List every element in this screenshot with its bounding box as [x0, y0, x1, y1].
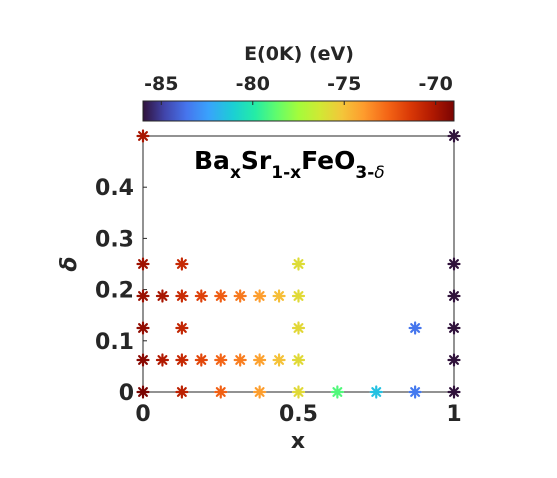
y-tick-label: 0 [119, 381, 134, 406]
colorbar-tick-label: -80 [236, 73, 270, 95]
data-point [330, 385, 344, 399]
data-point [408, 385, 422, 399]
data-point [291, 257, 306, 271]
y-tick-label: 0.1 [95, 330, 134, 355]
data-point [447, 289, 461, 303]
colorbar-tick-labels: -85 -80 -75 -70 [144, 73, 453, 95]
x-ticks: 0 0.5 1 [135, 388, 462, 427]
data-point [272, 289, 286, 303]
data-point [136, 353, 150, 367]
data-point [136, 129, 150, 143]
data-point [136, 257, 150, 271]
x-tick-label: 0.5 [279, 402, 318, 427]
data-point [447, 129, 461, 143]
y-tick-label: 0.4 [95, 176, 134, 201]
x-axis-label: x [291, 429, 305, 454]
data-point [253, 289, 267, 303]
data-point [291, 353, 306, 367]
formula-sub-3-delta: 3- [355, 163, 374, 183]
y-tick-label: 0.2 [95, 279, 134, 304]
data-points [136, 129, 461, 399]
colorbar-tick-label: -75 [327, 73, 361, 95]
data-point [175, 385, 189, 399]
data-point [136, 289, 150, 303]
colorbar: E(0K) (eV) -85 -80 -75 -70 [142, 43, 455, 122]
data-point [447, 257, 461, 271]
data-point [408, 321, 422, 335]
plot-axes: 0 0.5 1 00.10.20.30.4 [95, 129, 462, 427]
data-point [175, 353, 189, 367]
data-point [253, 353, 267, 367]
x-tick-label: 0 [135, 402, 150, 427]
colorbar-label: E(0K) (eV) [244, 43, 354, 65]
data-point [291, 385, 306, 399]
data-point [253, 385, 267, 399]
data-point [447, 385, 461, 399]
x-tick-label: 1 [446, 402, 461, 427]
formula-sub-delta: δ [374, 163, 384, 183]
data-point [155, 289, 170, 303]
data-point [136, 385, 150, 399]
data-point [447, 353, 461, 367]
data-point [369, 385, 383, 399]
data-point [291, 321, 306, 335]
colorbar-gradient [142, 100, 455, 122]
plot-formula-title: BaxSr1-xFeO3-δ [194, 146, 385, 183]
data-point [214, 289, 228, 303]
data-point [175, 321, 189, 335]
y-axis-label: δ [57, 256, 82, 271]
y-tick-label: 0.3 [95, 227, 134, 252]
data-point [194, 289, 208, 303]
data-point [214, 385, 228, 399]
data-point [175, 257, 189, 271]
data-point [291, 289, 306, 303]
data-point [272, 353, 286, 367]
data-point [136, 321, 150, 335]
data-point [233, 289, 247, 303]
data-point [194, 353, 208, 367]
data-point [175, 289, 189, 303]
colorbar-ticks [160, 101, 437, 105]
formula-sub-x: x [230, 163, 241, 183]
colorbar-tick-label: -85 [144, 73, 178, 95]
formula-sr: Sr [241, 146, 272, 175]
data-point [233, 353, 247, 367]
data-point [447, 321, 461, 335]
formula-ba: Ba [194, 146, 230, 175]
colorbar-tick-label: -70 [419, 73, 453, 95]
data-point [155, 353, 170, 367]
formula-sub-1-x: 1-x [271, 163, 301, 183]
y-ticks: 0 0.1 0.2 0.3 0.4 [95, 176, 147, 406]
data-point [214, 353, 228, 367]
formula-feo: FeO [301, 146, 355, 175]
